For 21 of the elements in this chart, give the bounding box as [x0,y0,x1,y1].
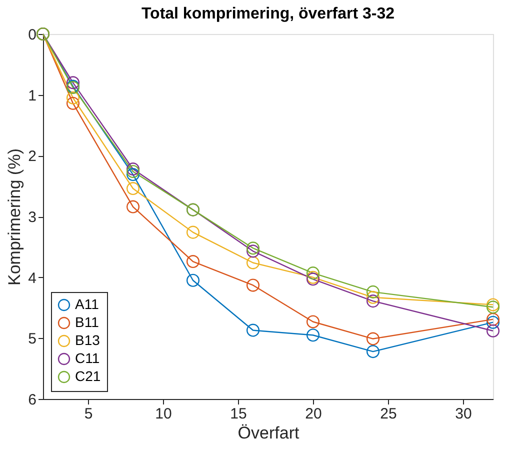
x-tick-label: 10 [155,406,172,422]
y-tick-label: 3 [28,209,36,226]
x-tick-label: 20 [305,406,322,422]
y-tick-label: 4 [28,270,36,287]
x-tick-label: 25 [380,406,397,422]
legend-label: A11 [75,296,100,312]
legend-label: C21 [75,368,101,384]
legend-label: B13 [75,332,100,348]
x-tick-label: 5 [84,406,93,422]
y-tick-label: 0 [28,26,36,44]
y-tick-label: 6 [28,392,36,408]
chart-title: Total komprimering, överfart 3-32 [141,6,395,23]
x-axis-title: Överfart [238,424,300,442]
y-axis-title: Komprimering (%) [5,148,24,286]
legend-label: B11 [75,314,100,330]
y-tick-label: 2 [28,148,36,166]
x-tick-label: 15 [230,406,247,422]
legend-label: C11 [75,350,100,366]
y-tick-label: 1 [28,87,36,104]
x-tick-label: 30 [455,406,472,422]
y-tick-label: 5 [28,330,36,348]
